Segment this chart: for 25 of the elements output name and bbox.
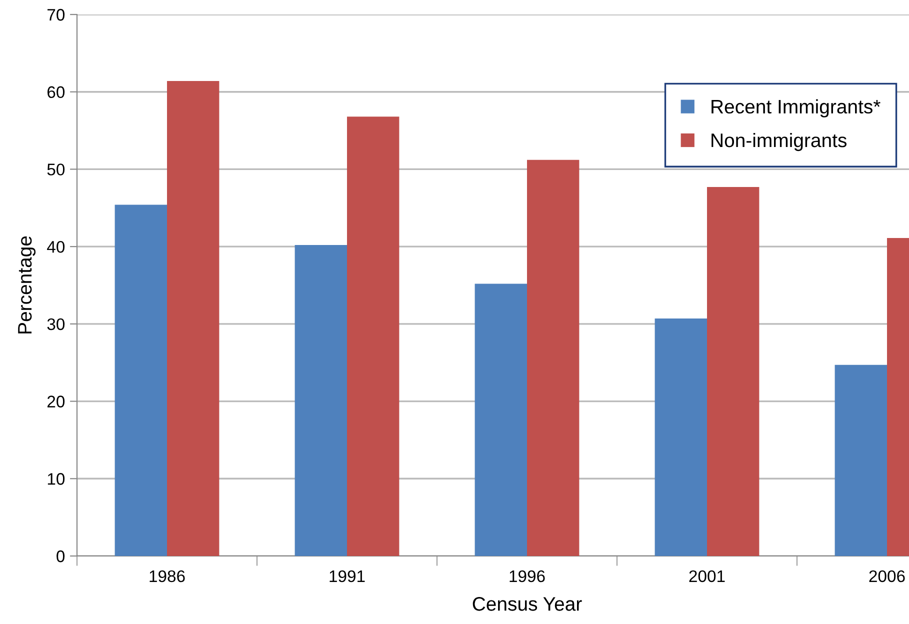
legend-label: Recent Immigrants* — [712, 99, 880, 118]
bar — [707, 187, 760, 556]
y-tick-label: 70 — [48, 8, 65, 21]
legend-label: Non-immigrants — [712, 132, 847, 152]
bar — [114, 204, 167, 556]
x-tick-label: 2006 — [869, 570, 905, 582]
y-axis-title: Percentage — [18, 236, 36, 334]
bar — [527, 160, 580, 556]
bar — [294, 245, 347, 556]
x-tick-label: 1996 — [510, 570, 545, 582]
y-tick-label: 10 — [48, 473, 65, 485]
y-tick-label: 30 — [47, 318, 65, 330]
bar — [654, 318, 707, 556]
y-tick-label: 20 — [47, 396, 65, 408]
y-tick-label: 60 — [48, 86, 65, 98]
x-tick-label: 1986 — [150, 570, 185, 582]
x-axis-title: Census Year — [472, 597, 582, 611]
x-tick-label: 1991 — [330, 570, 365, 582]
y-tick-label: 0 — [56, 550, 65, 562]
y-tick-label: 40 — [47, 240, 65, 253]
bar — [347, 116, 400, 556]
bar — [474, 284, 527, 556]
x-tick-label: 2001 — [689, 570, 725, 582]
y-tick-label: 50 — [47, 164, 65, 176]
bar — [167, 81, 220, 556]
